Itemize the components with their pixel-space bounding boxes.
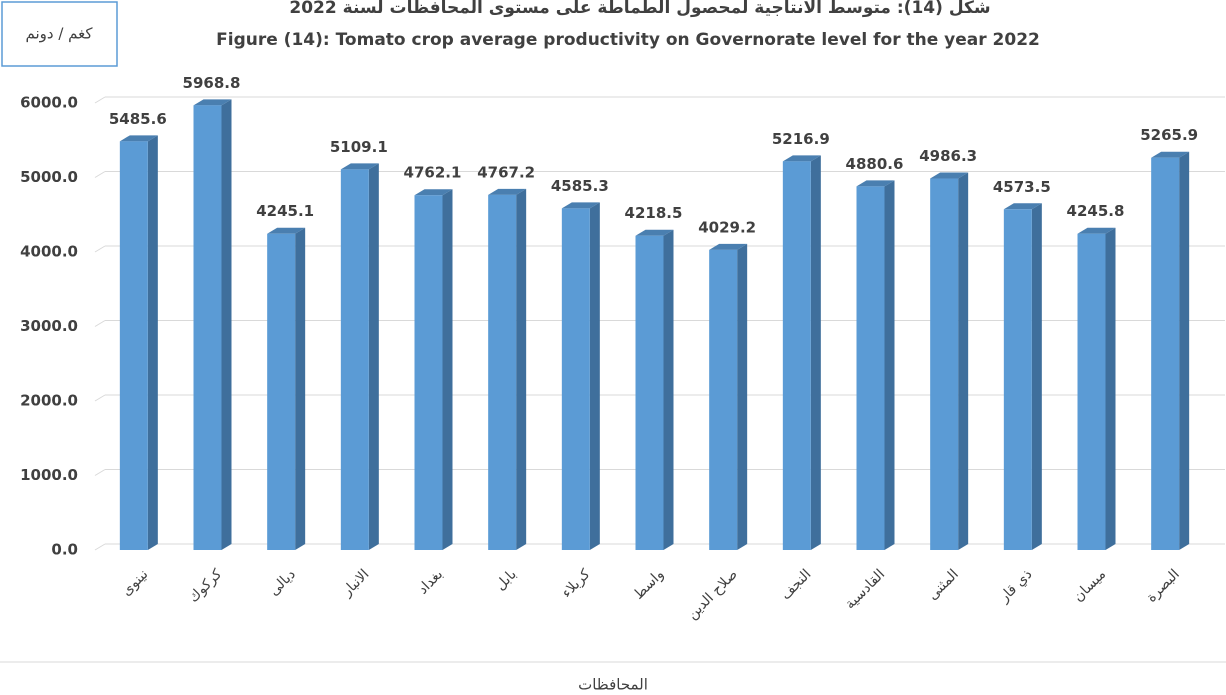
value-label: 4762.1 xyxy=(404,164,462,182)
y-tick-label: 1000.0 xyxy=(20,466,78,484)
bar-top xyxy=(635,229,674,236)
x-tick-label: صلاح الدين xyxy=(684,566,740,622)
bar-top xyxy=(414,189,453,196)
grid-depth xyxy=(94,96,106,104)
bar xyxy=(1003,209,1032,551)
value-label: 4573.5 xyxy=(993,178,1051,196)
bar-side xyxy=(516,188,527,550)
x-tick-label: نينوى xyxy=(119,566,152,599)
bar xyxy=(709,249,738,551)
bar-top xyxy=(1151,151,1190,158)
value-label: 5968.8 xyxy=(183,74,241,92)
bar-top xyxy=(856,180,895,187)
bar-top xyxy=(782,155,821,162)
value-label: 4218.5 xyxy=(625,204,683,222)
bar-top xyxy=(709,243,748,250)
x-axis-label: المحافظات xyxy=(578,676,648,694)
unit-label: كغم / دونم xyxy=(25,25,93,43)
grid-depth xyxy=(94,171,106,178)
grid-depth xyxy=(94,469,106,476)
bar xyxy=(1077,233,1106,550)
y-tick-label: 3000.0 xyxy=(20,317,78,335)
value-label: 5485.6 xyxy=(109,110,167,128)
value-label: 4986.3 xyxy=(919,147,977,165)
bar-side xyxy=(737,243,748,551)
unit-box xyxy=(1,1,118,67)
value-label: 4880.6 xyxy=(846,155,904,173)
bar-top xyxy=(267,227,306,234)
bar-side xyxy=(442,189,453,550)
y-tick-label: 6000.0 xyxy=(20,94,78,112)
bar-top xyxy=(1003,203,1042,210)
bar xyxy=(414,195,443,550)
x-tick-label: كركوك xyxy=(186,566,226,606)
y-tick-label: 4000.0 xyxy=(20,243,78,261)
bar-top xyxy=(193,99,232,106)
grid-depth xyxy=(94,320,106,327)
y-tick-label: 5000.0 xyxy=(20,168,78,186)
bar xyxy=(930,178,959,551)
x-tick-label: بابل xyxy=(492,566,519,593)
bar xyxy=(1151,157,1180,551)
bar-side xyxy=(1031,203,1042,551)
bar xyxy=(119,141,148,550)
bar xyxy=(635,235,664,551)
value-label: 5216.9 xyxy=(772,130,830,148)
value-label: 4767.2 xyxy=(477,163,535,181)
bar-side xyxy=(958,172,969,551)
y-tick-label: 2000.0 xyxy=(20,392,78,410)
x-tick-label: ذي قار xyxy=(996,566,1036,606)
bar-top xyxy=(1077,227,1116,234)
x-tick-label: الانبار xyxy=(339,566,373,600)
bar-top xyxy=(488,188,527,195)
bar-side xyxy=(368,163,379,550)
bar-side xyxy=(221,99,232,550)
grid-depth xyxy=(94,245,106,253)
x-tick-label: النجف xyxy=(778,566,815,603)
bar xyxy=(340,169,369,550)
x-tick-label: ديالى xyxy=(266,566,299,599)
x-tick-label: البصرة xyxy=(1144,566,1183,605)
bar-top xyxy=(119,135,158,142)
x-tick-label: كربلاء xyxy=(559,566,594,601)
x-tick-label: واسط xyxy=(631,566,668,603)
chart-subtitle: Figure (14): Tomato crop average product… xyxy=(216,30,1040,50)
bar xyxy=(561,208,590,551)
bar-side xyxy=(147,135,158,550)
bar-side xyxy=(295,227,306,550)
value-label: 4585.3 xyxy=(551,177,609,195)
value-label: 5109.1 xyxy=(330,138,388,156)
x-tick-label: القادسية xyxy=(842,566,888,612)
value-label: 4029.2 xyxy=(698,218,756,236)
y-tick-label: 0.0 xyxy=(51,541,78,559)
value-label: 4245.1 xyxy=(256,202,314,220)
bar xyxy=(267,233,296,550)
chart-title: شكل (14): متوسط الانتاجية لمحصول الطماطة… xyxy=(289,0,990,18)
bar-side xyxy=(884,180,895,550)
value-label: 5265.9 xyxy=(1140,126,1198,144)
bar-side xyxy=(810,155,821,550)
bar-top xyxy=(930,172,969,179)
bar-side xyxy=(663,229,674,551)
bar-top xyxy=(340,163,379,170)
value-label: 4245.8 xyxy=(1067,202,1125,220)
bar-side xyxy=(589,202,600,551)
bar-side xyxy=(1179,151,1190,551)
bar xyxy=(488,194,517,550)
bar-side xyxy=(1105,227,1116,550)
bar-top xyxy=(561,202,600,209)
bar xyxy=(782,161,811,550)
x-tick-label: بغداد xyxy=(415,566,446,597)
bar xyxy=(193,105,222,550)
bar xyxy=(856,186,885,550)
x-tick-label: المثنى xyxy=(925,566,962,603)
x-tick-label: ميسان xyxy=(1070,566,1109,605)
grid-depth xyxy=(94,394,106,402)
grid-depth xyxy=(94,543,106,551)
